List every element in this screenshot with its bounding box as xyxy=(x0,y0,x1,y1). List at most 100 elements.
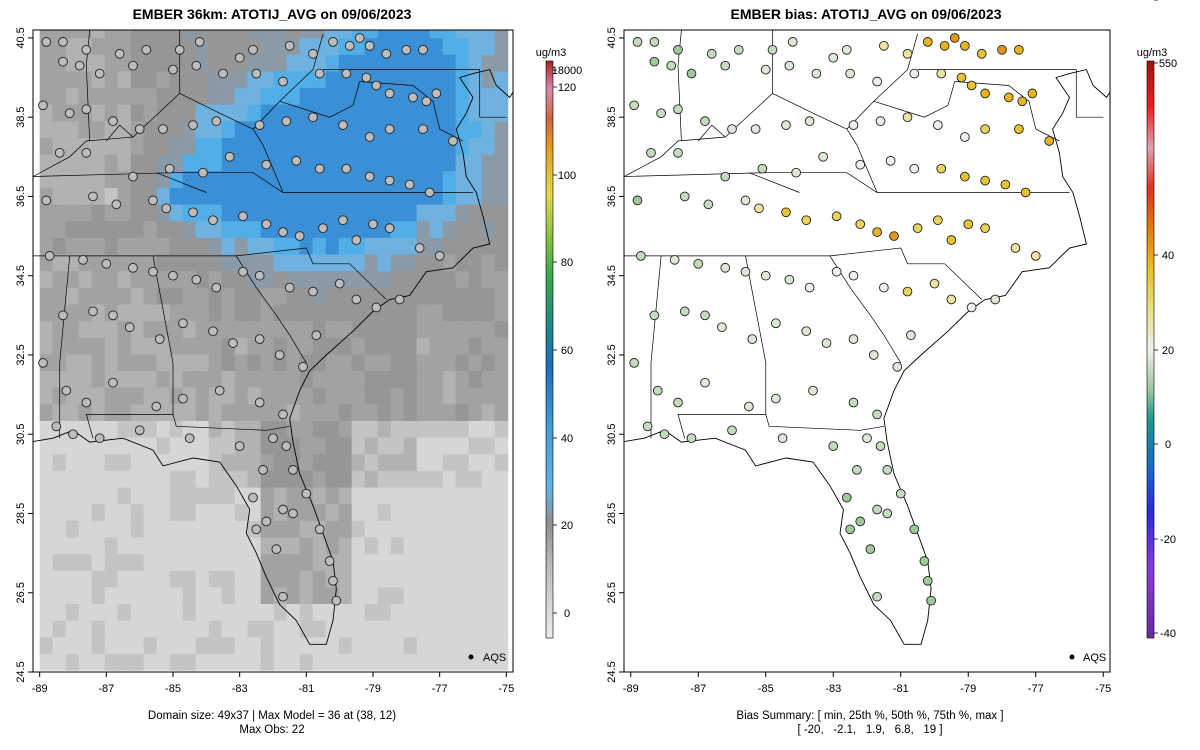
heat-cell xyxy=(325,503,340,521)
heat-cell xyxy=(260,503,275,521)
right-bias-marker xyxy=(926,595,936,606)
heat-cell xyxy=(494,653,509,671)
heat-cell xyxy=(299,570,314,588)
heat-cell xyxy=(91,54,106,72)
heat-cell xyxy=(364,154,379,172)
right-bias-marker xyxy=(909,524,920,535)
heat-cell xyxy=(429,620,444,638)
heat-cell xyxy=(377,470,392,488)
heat-cell xyxy=(91,653,106,671)
right-bias-marker xyxy=(980,175,990,186)
heat-cell xyxy=(286,486,301,505)
heat-cell xyxy=(442,303,457,322)
heat-cell xyxy=(156,220,171,238)
left-y-tick-label: 32.5 xyxy=(15,344,27,365)
left-site-marker xyxy=(331,595,342,606)
heat-cell xyxy=(208,436,223,455)
heat-cell xyxy=(143,137,158,155)
heat-cell xyxy=(377,520,392,538)
heat-cell xyxy=(403,503,418,521)
heat-cell xyxy=(182,170,197,188)
left-state-border xyxy=(33,247,387,300)
heat-cell xyxy=(91,536,106,555)
right-bias-marker xyxy=(976,48,987,59)
heat-cell xyxy=(156,620,171,638)
right-bias-marker xyxy=(652,385,663,396)
colorbar-label: 40 xyxy=(1162,250,1174,262)
heat-cell xyxy=(377,337,392,355)
heat-cell xyxy=(260,203,275,222)
heat-cell xyxy=(208,603,223,621)
right-bias-marker xyxy=(929,278,940,289)
heat-cell xyxy=(247,30,262,39)
heat-cell xyxy=(416,636,431,654)
heat-cell xyxy=(117,337,132,355)
right-bias-marker xyxy=(706,48,717,59)
heat-cell xyxy=(221,237,236,255)
heat-cell xyxy=(338,536,353,555)
left-site-marker xyxy=(361,72,372,83)
heat-cell xyxy=(312,170,327,188)
heat-cell xyxy=(390,37,405,55)
heat-cell xyxy=(481,170,496,188)
heat-cell xyxy=(91,453,106,471)
heat-cell xyxy=(91,87,106,105)
heat-cell xyxy=(182,553,197,571)
heat-cell xyxy=(364,570,379,588)
right-bias-marker xyxy=(679,306,690,317)
heat-cell xyxy=(442,203,457,222)
heat-cell xyxy=(416,420,431,438)
heat-cell xyxy=(351,270,366,288)
heat-cell xyxy=(351,337,366,355)
heat-cell xyxy=(39,137,54,155)
left-site-marker xyxy=(148,195,158,206)
heat-cell xyxy=(364,520,379,538)
right-bias-marker xyxy=(760,64,771,75)
right-bias-marker xyxy=(828,441,839,451)
heat-cell xyxy=(39,220,54,238)
left-site-marker xyxy=(58,310,68,321)
right-y-tick-label: 34.5 xyxy=(606,265,618,286)
heat-cell xyxy=(260,486,275,505)
heat-cell xyxy=(442,170,457,188)
right-bias-marker xyxy=(642,421,653,432)
left-site-marker xyxy=(364,132,375,142)
left-site-marker xyxy=(44,251,55,261)
heat-cell xyxy=(481,320,496,338)
left-site-marker xyxy=(218,68,228,79)
heat-cell xyxy=(169,220,184,238)
heat-cell xyxy=(390,120,405,138)
heat-cell xyxy=(312,187,327,205)
heat-cell xyxy=(195,420,210,438)
left-site-marker xyxy=(418,124,428,134)
right-bias-marker xyxy=(845,524,855,535)
heat-cell xyxy=(286,387,301,405)
heat-cell xyxy=(169,104,184,122)
heat-cell xyxy=(442,187,457,205)
heat-cell xyxy=(260,553,275,571)
heat-cell xyxy=(325,520,340,538)
heat-cell xyxy=(39,320,54,338)
right-bias-marker xyxy=(946,294,957,305)
heat-cell xyxy=(78,320,93,338)
heat-cell xyxy=(429,170,444,188)
heat-cell xyxy=(260,603,275,621)
heat-cell xyxy=(442,470,457,488)
heat-cell xyxy=(130,87,145,105)
heat-cell xyxy=(312,337,327,355)
heat-cell xyxy=(78,520,93,538)
heat-cell xyxy=(221,520,236,538)
heat-cell xyxy=(117,270,132,288)
left-site-marker xyxy=(251,524,262,535)
heat-cell xyxy=(195,553,210,571)
heat-cell xyxy=(195,520,210,538)
heat-cell xyxy=(39,87,54,105)
heat-cell xyxy=(468,453,483,471)
heat-cell xyxy=(130,453,145,471)
heat-cell xyxy=(104,237,119,255)
heat-cell xyxy=(52,337,67,355)
heat-cell xyxy=(455,70,470,89)
heat-cell xyxy=(377,420,392,438)
heat-cell xyxy=(260,137,275,155)
heat-cell xyxy=(481,620,496,638)
